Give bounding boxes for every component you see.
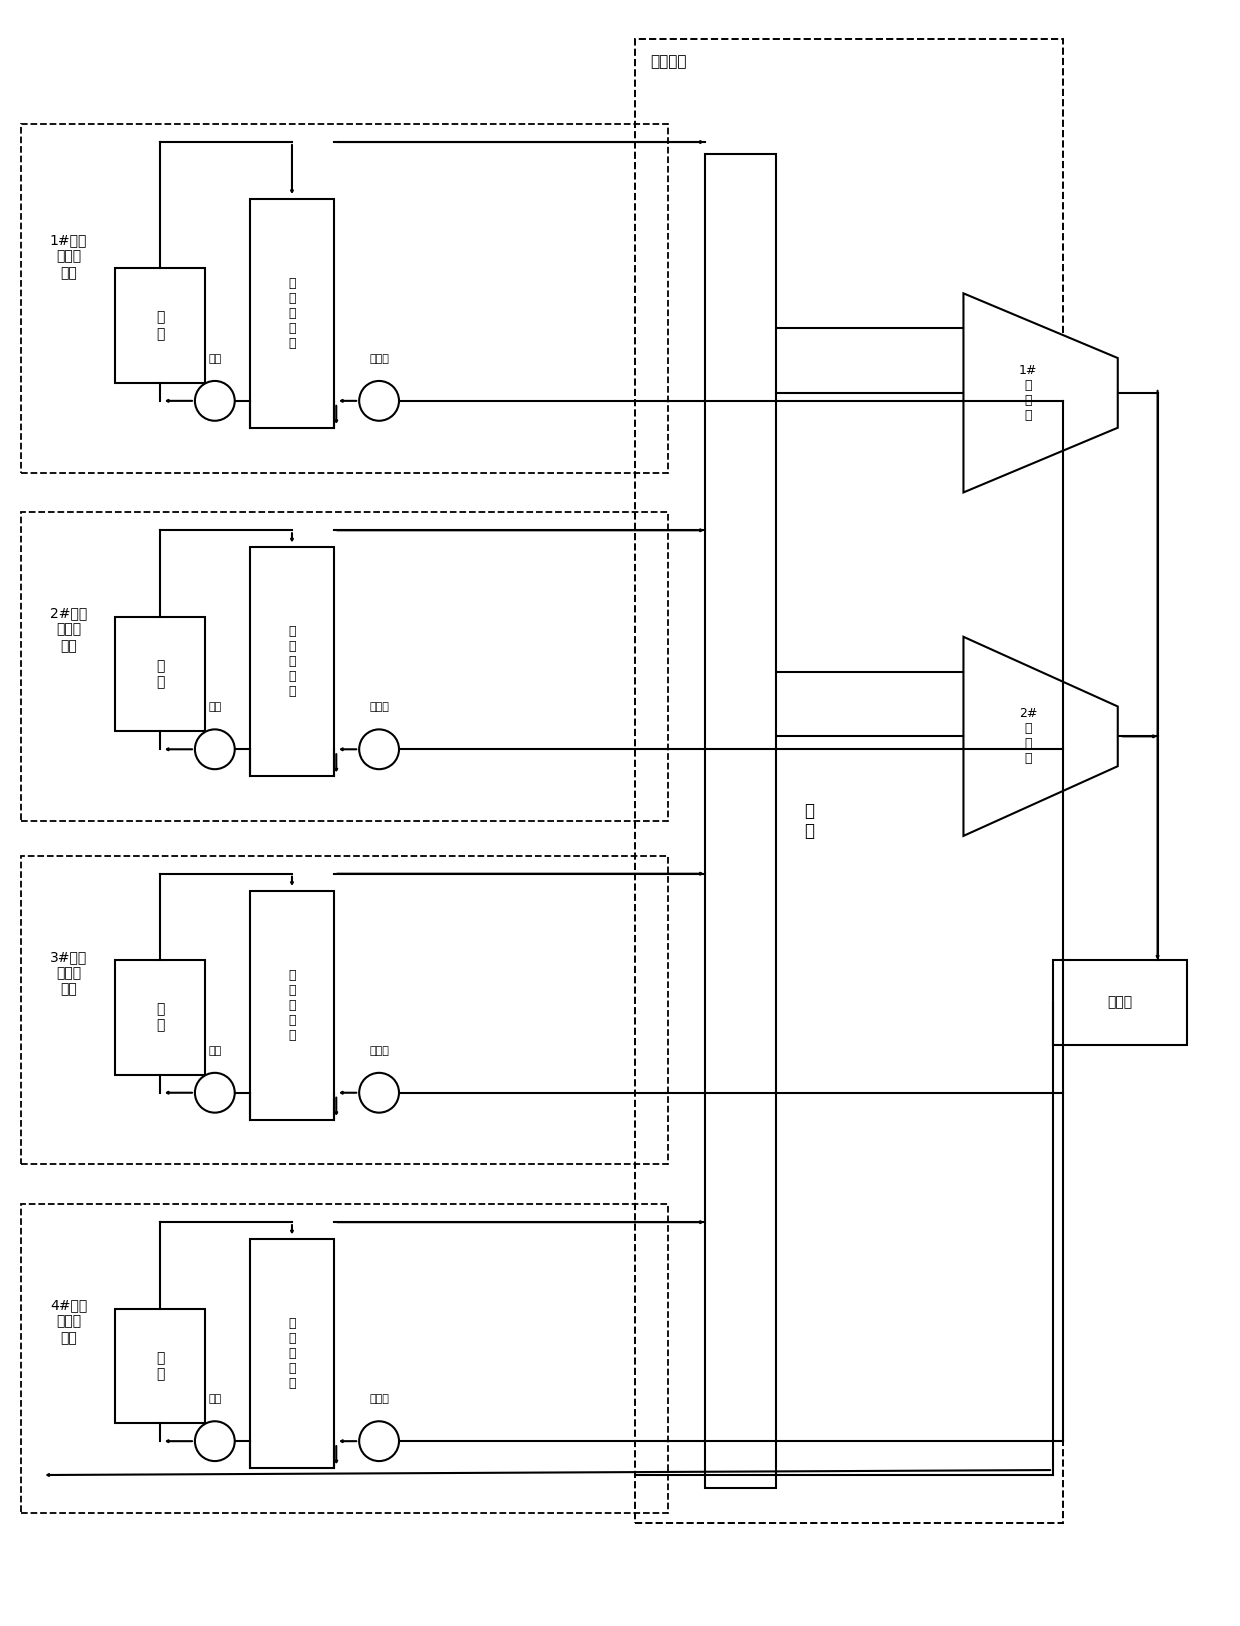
Circle shape <box>195 1073 234 1112</box>
Text: 2#
汽
轮
机: 2# 汽 轮 机 <box>1019 707 1038 766</box>
Text: 1#核蒸
汽供应
系统: 1#核蒸 汽供应 系统 <box>50 233 87 280</box>
Bar <box>1053 961 1188 1046</box>
Circle shape <box>360 1073 399 1112</box>
Text: 4#核蒸
汽供应
系统: 4#核蒸 汽供应 系统 <box>50 1298 87 1345</box>
Text: 母管系统: 母管系统 <box>650 54 687 68</box>
Bar <box>21 124 668 473</box>
Bar <box>115 268 205 384</box>
Text: 给水泵: 给水泵 <box>370 1046 389 1055</box>
Text: 蒸
汽
发
生
器: 蒸 汽 发 生 器 <box>288 624 295 698</box>
Text: 蒸
汽
发
生
器: 蒸 汽 发 生 器 <box>288 1317 295 1390</box>
Polygon shape <box>963 637 1117 836</box>
Text: 给水泵: 给水泵 <box>370 1395 389 1405</box>
Circle shape <box>360 730 399 769</box>
Bar <box>21 1205 668 1512</box>
Text: 给水泵: 给水泵 <box>370 354 389 364</box>
Bar <box>115 961 205 1075</box>
Text: 2#核蒸
汽供应
系统: 2#核蒸 汽供应 系统 <box>50 606 87 652</box>
Text: 主泵: 主泵 <box>208 1395 222 1405</box>
Bar <box>21 512 668 821</box>
Text: 主泵: 主泵 <box>208 1046 222 1055</box>
Circle shape <box>195 1421 234 1462</box>
Text: 主泵: 主泵 <box>208 702 222 712</box>
Circle shape <box>360 1421 399 1462</box>
Bar <box>21 855 668 1164</box>
Text: 堆
芯: 堆 芯 <box>156 1351 164 1380</box>
Text: 蒸
汽
发
生
器: 蒸 汽 发 生 器 <box>288 969 295 1042</box>
Bar <box>704 154 776 1488</box>
Text: 堆
芯: 堆 芯 <box>156 311 164 341</box>
Text: 冷凝器: 冷凝器 <box>1107 995 1133 1010</box>
Bar <box>249 198 335 428</box>
Bar <box>115 616 205 732</box>
Bar <box>249 548 335 776</box>
Text: 堆
芯: 堆 芯 <box>156 1003 164 1033</box>
Circle shape <box>195 380 234 421</box>
Text: 蒸
汽
发
生
器: 蒸 汽 发 生 器 <box>288 276 295 350</box>
Circle shape <box>360 380 399 421</box>
Circle shape <box>195 730 234 769</box>
Text: 3#核蒸
汽供应
系统: 3#核蒸 汽供应 系统 <box>50 950 87 997</box>
Polygon shape <box>963 293 1117 493</box>
Text: 给水泵: 给水泵 <box>370 702 389 712</box>
Bar <box>115 1309 205 1423</box>
Bar <box>249 891 335 1120</box>
Text: 1#
汽
轮
机: 1# 汽 轮 机 <box>1019 364 1038 421</box>
Bar <box>249 1239 335 1468</box>
Bar <box>635 39 1063 1524</box>
Text: 堆
芯: 堆 芯 <box>156 659 164 689</box>
Text: 母
管: 母 管 <box>805 802 815 841</box>
Text: 主泵: 主泵 <box>208 354 222 364</box>
